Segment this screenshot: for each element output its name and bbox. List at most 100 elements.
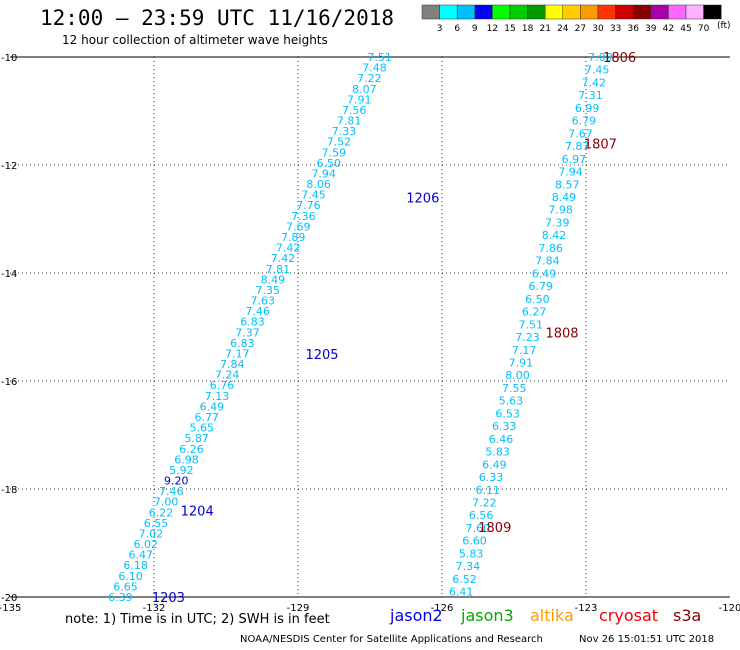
x-tick-label: -132 xyxy=(143,603,166,614)
x-tick-label: -120 xyxy=(719,603,740,614)
wave-height-value: 7.42 xyxy=(276,242,301,255)
pass-time-label: 1809 xyxy=(478,521,511,536)
color-scale-label: 6 xyxy=(454,24,460,34)
wave-height-value: 7.91 xyxy=(347,93,372,106)
wave-height-value: 7.87 xyxy=(565,140,590,153)
wave-height-value: 7.94 xyxy=(311,167,336,180)
wave-height-value: 7.45 xyxy=(301,189,326,202)
wave-height-value: 7.60 xyxy=(466,522,491,535)
wave-height-value: 6.76 xyxy=(210,379,235,392)
legend-jason3: jason3 xyxy=(461,606,514,625)
wave-height-value: 7.17 xyxy=(512,344,537,357)
color-scale-label: 12 xyxy=(487,24,498,34)
x-tick-label: -129 xyxy=(287,603,310,614)
color-scale-label: 24 xyxy=(557,24,569,34)
wave-height-value: 6.47 xyxy=(128,549,153,562)
wave-height-value: 5.63 xyxy=(499,395,524,408)
wave-height-value: 5.87 xyxy=(184,432,209,445)
wave-height-value: 7.23 xyxy=(515,331,540,344)
wave-height-value: 7.37 xyxy=(235,326,260,339)
pass-time-label: 1204 xyxy=(181,505,214,520)
color-scale-label: 27 xyxy=(575,24,586,34)
wave-height-value: 7.42 xyxy=(271,252,296,265)
wave-height-value: 7.76 xyxy=(296,199,321,212)
wave-height-value: 7.55 xyxy=(502,382,527,395)
wave-height-value: 7.22 xyxy=(357,72,382,85)
legend-cryosat: cryosat xyxy=(599,606,659,625)
wave-height-value: 6.55 xyxy=(144,517,169,530)
x-tick-label: -123 xyxy=(575,603,598,614)
wave-height-value: 6.33 xyxy=(492,420,517,433)
color-scale-label: 70 xyxy=(698,24,710,34)
legend-s3a: s3a xyxy=(673,606,702,625)
wave-height-value: 6.56 xyxy=(469,509,494,522)
generation-timestamp: Nov 26 15:01:51 UTC 2018 xyxy=(579,634,715,645)
wave-height-value: 6.11 xyxy=(475,484,500,497)
wave-height-value: 6.10 xyxy=(118,570,143,583)
wave-height-value: 6.49 xyxy=(482,458,507,471)
pass-time-label: 1806 xyxy=(603,51,636,66)
color-scale-label: 9 xyxy=(472,24,478,34)
wave-height-value: 7.52 xyxy=(327,136,352,149)
wave-height-value: 7.94 xyxy=(558,166,583,179)
wave-height-value: 6.77 xyxy=(195,411,220,424)
color-scale-label: 3 xyxy=(437,24,443,34)
wave-height-value: 7.46 xyxy=(245,305,270,318)
wave-height-value: 8.07 xyxy=(352,83,377,96)
wave-height-value: 7.98 xyxy=(548,204,573,217)
units-note: note: 1) Time is in UTC; 2) SWH is in fe… xyxy=(65,612,330,627)
y-tick-label: -12 xyxy=(1,161,17,172)
wave-height-value: 7.22 xyxy=(472,497,497,510)
color-scale-label: 36 xyxy=(627,24,639,34)
wave-height-value: 8.06 xyxy=(306,178,331,191)
wave-height-value: 6.53 xyxy=(495,407,520,420)
wave-height-value: 7.34 xyxy=(456,560,481,573)
wave-height-value: 7.13 xyxy=(205,390,230,403)
color-scale-label: 30 xyxy=(592,24,604,34)
pass-time-label: 1808 xyxy=(545,326,578,341)
wave-height-value: 7.09 xyxy=(588,51,613,64)
wave-height-value: 6.50 xyxy=(525,293,550,306)
wave-height-value: 6.49 xyxy=(200,400,225,413)
color-scale-swatch xyxy=(703,4,722,20)
wave-height-value: 7.59 xyxy=(322,146,347,159)
wave-height-value: 7.39 xyxy=(545,216,570,229)
wave-height-value: 8.57 xyxy=(555,178,580,191)
wave-height-value: 6.27 xyxy=(522,306,547,319)
color-scale-label: 33 xyxy=(610,24,621,34)
pass-time-label: 1203 xyxy=(152,591,185,606)
color-scale-label: 15 xyxy=(504,24,515,34)
credit-line: NOAA/NESDIS Center for Satellite Applica… xyxy=(240,634,543,645)
color-scale-label: 39 xyxy=(645,24,657,34)
wave-height-value: 6.33 xyxy=(479,471,504,484)
wave-height-value: 7.00 xyxy=(154,496,179,509)
wave-height-value: 6.99 xyxy=(575,102,600,115)
wave-height-value: 7.24 xyxy=(215,369,240,382)
wave-height-value: 7.56 xyxy=(342,104,367,117)
y-tick-label: -10 xyxy=(1,53,17,64)
wave-height-value: 5.65 xyxy=(189,422,214,435)
y-tick-label: -20 xyxy=(1,593,17,604)
wave-height-value: 6.46 xyxy=(489,433,514,446)
color-scale-label: 42 xyxy=(663,24,674,34)
x-tick-label: -135 xyxy=(0,603,21,614)
wave-height-value: 7.17 xyxy=(225,347,250,360)
wave-height-value: 7.69 xyxy=(286,220,311,233)
wave-height-value: 6.39 xyxy=(108,591,133,604)
wave-height-value: 8.49 xyxy=(552,191,577,204)
y-tick-label: -16 xyxy=(1,377,17,388)
wave-height-value: 7.84 xyxy=(220,358,245,371)
wave-height-value: 7.81 xyxy=(337,115,362,128)
color-scale-unit: (ft) xyxy=(717,21,731,31)
color-scale-label: 21 xyxy=(539,24,550,34)
color-scale-bar: 3 6 9 12 15 18 21 24 27 30 33 36 39 42 45 70 xyxy=(421,4,722,34)
wave-height-value: 5.83 xyxy=(485,446,510,459)
pass-time-label: 1205 xyxy=(305,348,338,363)
wave-height-value: 6.83 xyxy=(240,316,265,329)
legend-jason2: jason2 xyxy=(390,606,443,625)
wave-height-value: 6.79 xyxy=(528,280,553,293)
page-title: 12:00 – 23:59 UTC 11/16/2018 xyxy=(40,6,395,30)
legend-altika: altika xyxy=(530,606,574,625)
